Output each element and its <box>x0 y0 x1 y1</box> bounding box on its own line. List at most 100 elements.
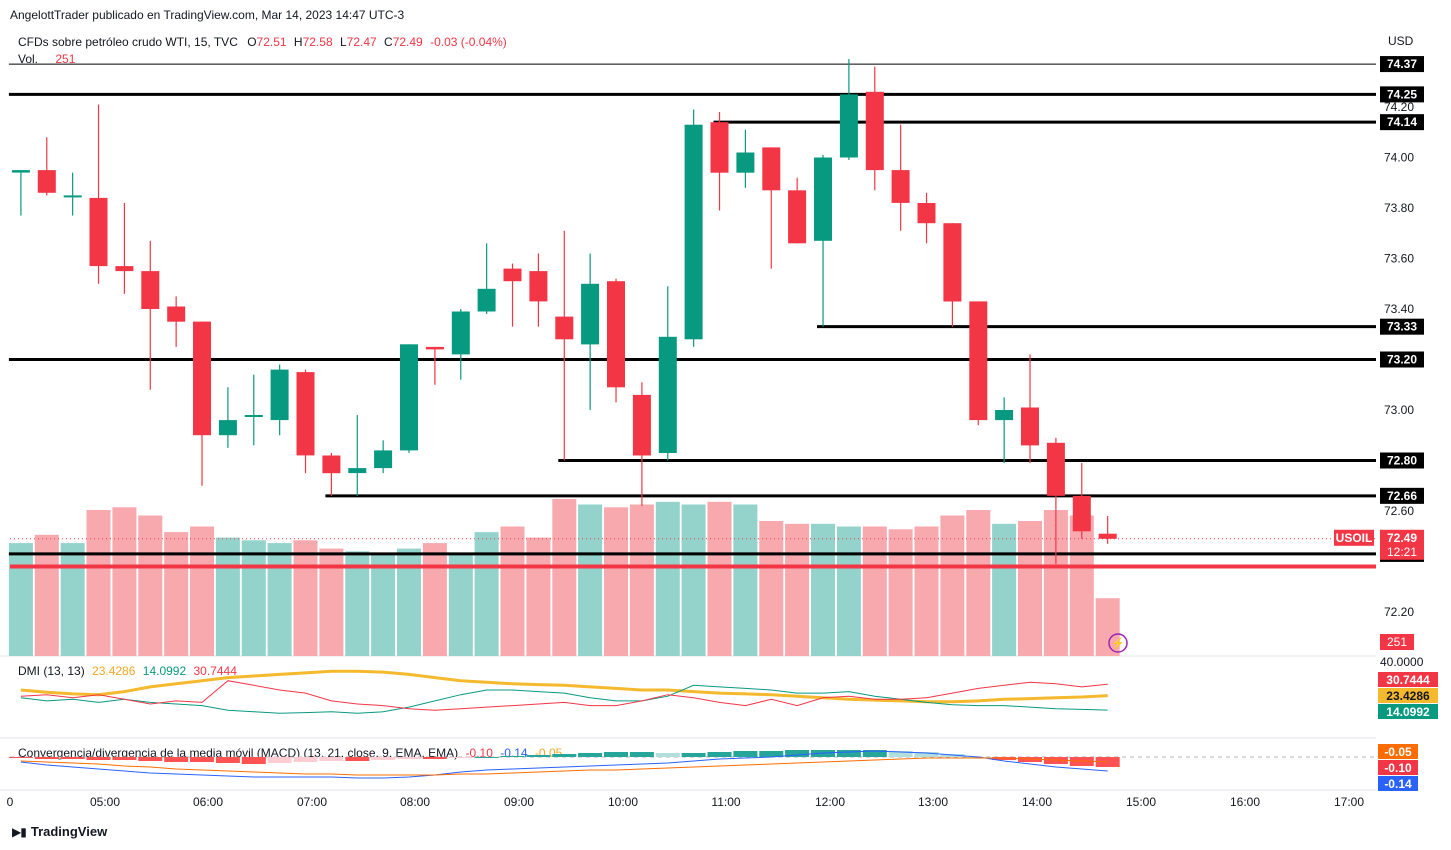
volume-bar <box>345 551 370 656</box>
countdown-label: 12:21 <box>1387 545 1417 559</box>
candle-body[interactable] <box>658 336 677 453</box>
dmi-badge-label: 14.0992 <box>1386 705 1430 719</box>
x-tick-label: 14:00 <box>1022 795 1052 809</box>
macd-badge-label: -0.10 <box>1384 761 1412 775</box>
macd-line-signal <box>20 757 1108 776</box>
candle-body[interactable] <box>425 346 444 350</box>
candle-body[interactable] <box>63 195 82 198</box>
volume-bar <box>785 523 810 656</box>
y-tick-label: 73.60 <box>1384 252 1414 266</box>
volume-bar <box>1095 598 1120 656</box>
macd-histogram-bar <box>888 751 913 757</box>
candle-body[interactable] <box>477 288 496 312</box>
x-tick-label: 08:00 <box>400 795 430 809</box>
dmi-line-plusminus-di <box>20 684 1108 714</box>
macd-histogram-bar <box>448 757 473 758</box>
macd-histogram-bar <box>267 757 292 763</box>
candle-body[interactable] <box>193 321 211 436</box>
candle-body[interactable] <box>684 124 703 340</box>
candle-body[interactable] <box>451 311 470 355</box>
volume-bar <box>733 504 758 656</box>
y-tick-label: 72.20 <box>1384 605 1414 619</box>
candle-body[interactable] <box>1072 495 1091 532</box>
candle-body[interactable] <box>555 316 574 340</box>
dmi-title[interactable]: DMI (13, 13) <box>18 664 85 678</box>
x-tick-label: 13:00 <box>918 795 948 809</box>
volume-bar <box>164 532 189 656</box>
candle-body[interactable] <box>814 157 832 241</box>
candle-body[interactable] <box>581 283 600 345</box>
candle-body[interactable] <box>115 266 134 272</box>
macd-histogram-bar <box>862 750 887 757</box>
close-value: 72.49 <box>392 35 423 49</box>
candle-body[interactable] <box>917 203 936 224</box>
candle-body[interactable] <box>11 170 30 173</box>
candle-body[interactable] <box>244 415 263 417</box>
candle-body[interactable] <box>839 94 858 158</box>
volume-bar <box>707 501 732 656</box>
lightning-glyph: ⚡ <box>1111 637 1125 650</box>
macd-histogram-bar <box>371 757 396 760</box>
candle-body[interactable] <box>1021 407 1039 446</box>
candle-body[interactable] <box>503 268 522 282</box>
candle-body[interactable] <box>529 271 548 302</box>
candle-body[interactable] <box>995 410 1014 421</box>
symbol-name[interactable]: CFDs sobre petróleo crudo WTI, 15, TVC <box>18 35 238 49</box>
volume-bar <box>1069 515 1094 656</box>
candle-body[interactable] <box>141 271 160 309</box>
volume-bar <box>215 537 240 656</box>
candle-body[interactable] <box>607 281 625 388</box>
candle-body[interactable] <box>632 394 651 456</box>
volume-bar <box>940 515 965 656</box>
high-value: 72.58 <box>302 35 333 49</box>
candle-body[interactable] <box>167 306 186 322</box>
candle-body[interactable] <box>348 468 367 474</box>
currency-label: USD <box>1388 34 1414 48</box>
volume-label: Vol. <box>18 52 39 66</box>
x-tick-label: 17:00 <box>1334 795 1364 809</box>
dmi-line-minus-di <box>20 680 1108 711</box>
candle-body[interactable] <box>762 147 781 191</box>
y-tick-label: 73.80 <box>1384 201 1414 215</box>
tradingview-logo[interactable]: ▶▮ TradingView <box>12 824 107 839</box>
y-tick-label: 73.00 <box>1384 403 1414 417</box>
candle-body[interactable] <box>891 170 910 203</box>
macd-value-1: -0.10 <box>465 746 493 760</box>
lightning-icon[interactable] <box>1108 633 1128 653</box>
macd-histogram-bar <box>552 754 577 757</box>
candle-body[interactable] <box>788 190 807 244</box>
x-tick-label: 0 <box>7 795 14 809</box>
volume-bar <box>500 526 525 656</box>
candle-body[interactable] <box>218 420 237 436</box>
candle-body[interactable] <box>1098 533 1117 539</box>
candle-body[interactable] <box>1046 442 1065 496</box>
macd-histogram-bar <box>655 753 680 757</box>
volume-bar <box>992 523 1017 656</box>
level-price-badge <box>1380 487 1424 504</box>
candle-body[interactable] <box>710 122 729 173</box>
volume-bar <box>448 554 473 656</box>
macd-histogram-bar <box>733 751 758 757</box>
y-tick-label: 72.60 <box>1384 504 1414 518</box>
x-tick-label: 11:00 <box>711 795 740 809</box>
macd-histogram-bar <box>604 752 628 757</box>
candle-body[interactable] <box>322 455 341 474</box>
candle-body[interactable] <box>943 223 962 302</box>
candle-body[interactable] <box>400 344 418 451</box>
candle-body[interactable] <box>37 170 56 193</box>
macd-badge <box>1378 776 1418 791</box>
candle-body[interactable] <box>270 369 289 421</box>
dmi-badge <box>1378 688 1438 703</box>
volume-bar <box>655 501 680 656</box>
symbol-legend: CFDs sobre petróleo crudo WTI, 15, TVC O… <box>18 35 507 49</box>
candle-body[interactable] <box>89 197 108 267</box>
candle-body[interactable] <box>736 152 755 173</box>
macd-histogram-bar <box>86 757 111 760</box>
candle-body[interactable] <box>296 372 315 456</box>
volume-bar <box>836 526 861 656</box>
candle-body[interactable] <box>969 301 988 421</box>
candle-body[interactable] <box>374 450 393 469</box>
candle-body[interactable] <box>865 91 884 171</box>
x-tick-label: 16:00 <box>1230 795 1260 809</box>
